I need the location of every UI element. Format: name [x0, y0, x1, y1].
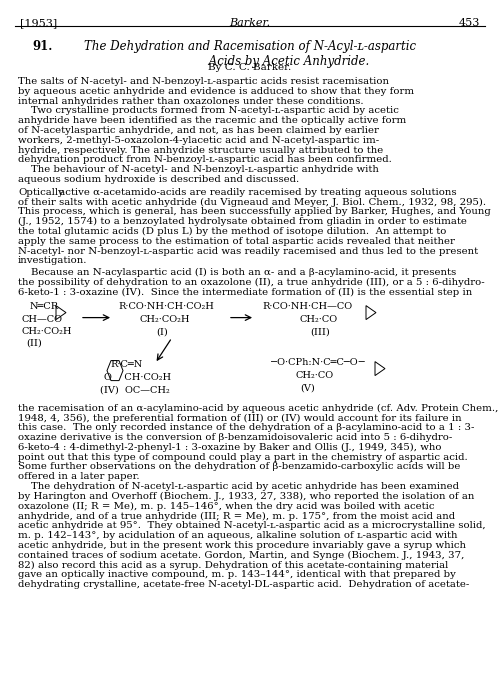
- Text: O    CH·CO₂H: O CH·CO₂H: [104, 373, 171, 382]
- Text: Two crystalline products formed from N-acetyl-ʟ-aspartic acid by acetic: Two crystalline products formed from N-a…: [18, 107, 399, 115]
- Text: 6-keto-4 : 4-dimethyl-2-phenyl-1 : 3-oxazine by Baker and Ollis (J., 1949, 345),: 6-keto-4 : 4-dimethyl-2-phenyl-1 : 3-oxa…: [18, 443, 442, 452]
- Text: hydride, respectively. The anhydride structure usually attributed to the: hydride, respectively. The anhydride str…: [18, 145, 384, 155]
- Text: The behaviour of N-acetyl- and N-benzoyl-ʟ-aspartic anhydride with: The behaviour of N-acetyl- and N-benzoyl…: [18, 165, 379, 175]
- Text: 453: 453: [458, 18, 480, 28]
- Text: investigation.: investigation.: [18, 257, 87, 265]
- Text: active α-acetamido-acids are readily racemised by treating aqueous solutions: active α-acetamido-acids are readily rac…: [56, 188, 456, 197]
- Text: workers, 2-methyl-5-oxazolon-4-ylacetic acid and N-acetyl-aspartic im-: workers, 2-methyl-5-oxazolon-4-ylacetic …: [18, 136, 379, 145]
- Text: of N-acetylaspartic anhydride, and not, as has been claimed by earlier: of N-acetylaspartic anhydride, and not, …: [18, 126, 379, 135]
- Text: of their salts with acetic anhydride (du Vigneaud and Meyer, J. Biol. Chem., 193: of their salts with acetic anhydride (du…: [18, 198, 486, 206]
- Text: CH₂·CO₂H: CH₂·CO₂H: [22, 327, 72, 335]
- Text: the total glutamic acids (D plus L) by the method of isotope dilution.  An attem: the total glutamic acids (D plus L) by t…: [18, 227, 446, 236]
- Text: [1953]: [1953]: [20, 18, 57, 28]
- Text: gave an optically inactive compound, m. p. 143–144°, identical with that prepare: gave an optically inactive compound, m. …: [18, 570, 456, 579]
- Text: the racemisation of an α-acylamino-acid by aqueous acetic anhydride (cf. Adv. Pr: the racemisation of an α-acylamino-acid …: [18, 403, 498, 413]
- Text: By C. C. Barker.: By C. C. Barker.: [208, 63, 292, 72]
- Text: N-acetyl- nor N-benzoyl-ʟ-aspartic acid was readily racemised and thus led to th: N-acetyl- nor N-benzoyl-ʟ-aspartic acid …: [18, 246, 478, 255]
- Text: The Dehydration and Racemisation of N-Acyl-ʟ-aspartic
                     Acids: The Dehydration and Racemisation of N-Ac…: [84, 40, 416, 68]
- Text: This process, which is general, has been successfully applied by Barker, Hughes,: This process, which is general, has been…: [18, 207, 491, 217]
- Text: R·C═N: R·C═N: [110, 360, 142, 369]
- Text: CH₂·CO: CH₂·CO: [300, 314, 338, 324]
- Text: Barker.: Barker.: [230, 18, 270, 28]
- Text: dehydration product from N-benzoyl-ʟ-aspartic acid has been confirmed.: dehydration product from N-benzoyl-ʟ-asp…: [18, 155, 392, 164]
- Text: acetic anhydride, but in the present work this procedure invariably gave a syrup: acetic anhydride, but in the present wor…: [18, 540, 466, 550]
- Text: m. p. 142–143°, by acidulation of an aqueous, alkaline solution of ʟ-aspartic ac: m. p. 142–143°, by acidulation of an aqu…: [18, 531, 458, 540]
- Text: oxazolone (II; R = Me), m. p. 145–146°, when the dry acid was boiled with acetic: oxazolone (II; R = Me), m. p. 145–146°, …: [18, 502, 434, 511]
- Text: (III): (III): [310, 327, 330, 337]
- Text: CH₂·CO₂H: CH₂·CO₂H: [140, 314, 190, 324]
- Text: internal anhydrides rather than oxazolones under these conditions.: internal anhydrides rather than oxazolon…: [18, 96, 364, 106]
- Text: 1948, 4, 356), the preferential formation of (III) or (IV) would account for its: 1948, 4, 356), the preferential formatio…: [18, 414, 462, 422]
- Text: (V): (V): [300, 384, 315, 392]
- Text: 91.: 91.: [32, 40, 53, 53]
- Text: aqueous sodium hydroxide is described and discussed.: aqueous sodium hydroxide is described an…: [18, 175, 299, 184]
- Text: CH₂·CO: CH₂·CO: [295, 371, 333, 380]
- Text: Optically: Optically: [18, 188, 64, 197]
- Text: oxazine derivative is the conversion of β-benzamidoisovaleric acid into 5 : 6-di: oxazine derivative is the conversion of …: [18, 433, 452, 442]
- Text: this case.  The only recorded instance of the dehydration of a β-acylamino-acid : this case. The only recorded instance of…: [18, 423, 474, 433]
- Text: the possibility of dehydration to an oxazolone (II), a true anhydride (III), or : the possibility of dehydration to an oxa…: [18, 278, 484, 287]
- Text: CH—CO: CH—CO: [22, 314, 63, 324]
- Text: anhydride have been identified as the racemic and the optically active form: anhydride have been identified as the ra…: [18, 116, 406, 125]
- Text: R·CO·NH·CH—CO: R·CO·NH·CH—CO: [262, 301, 352, 310]
- Text: The salts of N-acetyl- and N-benzoyl-ʟ-aspartic acids resist racemisation: The salts of N-acetyl- and N-benzoyl-ʟ-a…: [18, 77, 389, 86]
- Text: (II): (II): [26, 339, 42, 348]
- Text: (IV)  OC—CH₂: (IV) OC—CH₂: [100, 386, 170, 394]
- Text: N═CR: N═CR: [30, 301, 59, 310]
- Text: (I): (I): [156, 327, 168, 337]
- Text: anhydride, and of a true anhydride (III; R = Me), m. p. 175°, from the moist aci: anhydride, and of a true anhydride (III;…: [18, 511, 455, 521]
- Text: dehydrating crystalline, acetate-free N-acetyl-DL-aspartic acid.  Dehydration of: dehydrating crystalline, acetate-free N-…: [18, 580, 469, 589]
- Text: point out that this type of compound could play a part in the chemistry of aspar: point out that this type of compound cou…: [18, 453, 468, 462]
- Text: apply the same process to the estimation of total aspartic acids revealed that n: apply the same process to the estimation…: [18, 237, 455, 246]
- Text: 82) also record this acid as a syrup. Dehydration of this acetate-containing mat: 82) also record this acid as a syrup. De…: [18, 560, 448, 570]
- Text: acetic anhydride at 95°.  They obtained N-acetyl-ʟ-aspartic acid as a microcryst: acetic anhydride at 95°. They obtained N…: [18, 521, 485, 530]
- Text: Some further observations on the dehydration of β-benzamido-carboxylic acids wil: Some further observations on the dehydra…: [18, 462, 460, 471]
- Text: Because an N-acylaspartic acid (I) is both an α- and a β-acylamino-acid, it pres: Because an N-acylaspartic acid (I) is bo…: [18, 268, 456, 277]
- Text: by aqueous acetic anhydride and evidence is adduced to show that they form: by aqueous acetic anhydride and evidence…: [18, 87, 414, 96]
- Text: −O·CPh:N·C═C─O−: −O·CPh:N·C═C─O−: [270, 358, 367, 367]
- Text: (J., 1952, 1574) to a benzoylated hydrolysate obtained from gliadin in order to : (J., 1952, 1574) to a benzoylated hydrol…: [18, 217, 467, 226]
- Text: The dehydration of N-acetyl-ʟ-aspartic acid by acetic anhydride has been examine: The dehydration of N-acetyl-ʟ-aspartic a…: [18, 482, 459, 491]
- Text: offered in a later paper.: offered in a later paper.: [18, 472, 140, 481]
- Text: 6-keto-1 : 3-oxazine (IV).  Since the intermediate formation of (II) is the esse: 6-keto-1 : 3-oxazine (IV). Since the int…: [18, 288, 472, 297]
- Text: R·CO·NH·CH·CO₂H: R·CO·NH·CH·CO₂H: [118, 301, 214, 310]
- Text: by Harington and Overhoff (Biochem. J., 1933, 27, 338), who reported the isolati: by Harington and Overhoff (Biochem. J., …: [18, 492, 474, 501]
- Text: contained traces of sodium acetate. Gordon, Martin, and Synge (Biochem. J., 1943: contained traces of sodium acetate. Gord…: [18, 551, 464, 559]
